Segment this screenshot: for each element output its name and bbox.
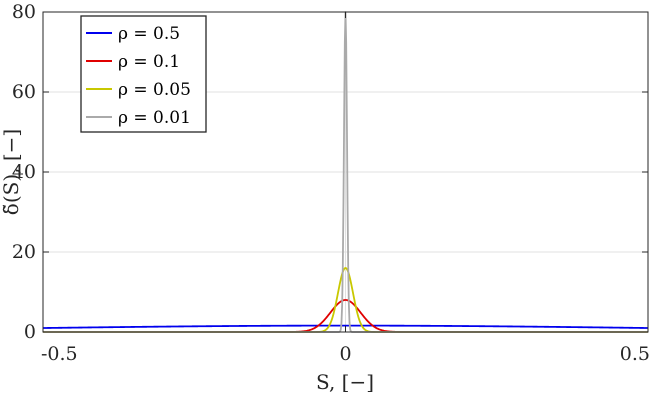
legend-label: ρ = 0.1: [118, 52, 180, 72]
x-axis-label: S, [−]: [316, 370, 374, 394]
y-tick-label: 60: [12, 81, 36, 103]
legend: ρ = 0.5 ρ = 0.1 ρ = 0.05 ρ = 0.01: [80, 15, 207, 133]
y-tick-label: 80: [12, 1, 36, 23]
legend-box: [80, 15, 207, 133]
series-line-0: [42, 324, 649, 329]
y-tick-label: 40: [12, 161, 36, 183]
x-tick-label: 0: [339, 343, 351, 365]
x-tick-label: -0.5: [41, 343, 78, 365]
legend-label: ρ = 0.05: [118, 80, 191, 100]
x-tick-label: 0.5: [620, 343, 650, 365]
ticks: [42, 11, 649, 333]
legend-entries: ρ = 0.5 ρ = 0.1 ρ = 0.05 ρ = 0.01: [86, 24, 191, 128]
y-tick-label: 0: [24, 321, 36, 343]
legend-label: ρ = 0.01: [118, 108, 191, 128]
y-tick-label: 20: [12, 241, 36, 263]
legend-label: ρ = 0.5: [118, 24, 180, 44]
y-axis-label: δ̃(S), [−]: [0, 129, 23, 215]
